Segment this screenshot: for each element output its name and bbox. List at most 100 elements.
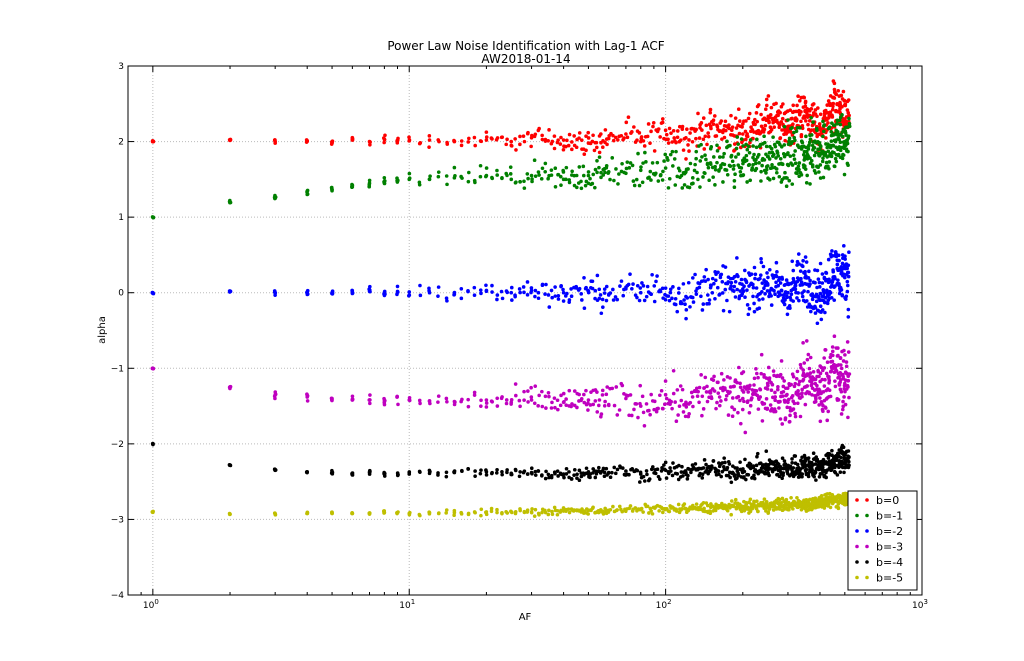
scatter-point xyxy=(845,108,850,112)
scatter-point xyxy=(639,135,644,139)
scatter-point xyxy=(717,146,722,150)
scatter-point xyxy=(428,401,432,406)
scatter-point xyxy=(522,139,527,144)
scatter-point xyxy=(641,510,645,514)
scatter-point xyxy=(700,155,704,159)
scatter-point xyxy=(588,176,592,181)
scatter-point xyxy=(762,140,767,145)
series-b=0 xyxy=(150,79,852,161)
scatter-point xyxy=(732,407,737,412)
scatter-point xyxy=(757,298,761,302)
scatter-point xyxy=(680,124,685,129)
scatter-point xyxy=(552,134,557,138)
scatter-point xyxy=(767,150,772,155)
legend-marker xyxy=(855,498,859,502)
scatter-point xyxy=(591,133,595,138)
scatter-point xyxy=(687,185,692,190)
scatter-point xyxy=(543,292,547,296)
scatter-point xyxy=(460,469,464,473)
scatter-point xyxy=(553,285,557,289)
scatter-point xyxy=(427,286,431,291)
scatter-point xyxy=(790,140,795,144)
data-point xyxy=(606,293,611,297)
y-axis-label: alpha xyxy=(97,316,108,344)
scatter-point xyxy=(701,137,706,142)
scatter-point xyxy=(836,346,840,350)
data-point xyxy=(228,289,232,294)
scatter-point xyxy=(826,257,831,262)
scatter-point xyxy=(785,392,789,397)
scatter-point xyxy=(533,469,538,474)
scatter-point xyxy=(781,102,785,106)
scatter-point xyxy=(766,365,771,370)
scatter-point xyxy=(710,290,715,295)
scatter-point xyxy=(847,395,851,400)
scatter-point xyxy=(784,278,789,282)
scatter-point xyxy=(784,498,788,503)
scatter-point xyxy=(651,465,655,469)
scatter-point xyxy=(581,164,586,169)
scatter-point xyxy=(597,465,601,470)
scatter-point xyxy=(645,284,650,289)
scatter-point xyxy=(771,369,776,373)
scatter-point xyxy=(305,189,310,193)
scatter-point xyxy=(604,466,609,471)
scatter-point xyxy=(526,389,530,393)
scatter-point xyxy=(613,295,618,299)
scatter-point xyxy=(588,403,593,407)
scatter-point xyxy=(752,265,757,270)
scatter-point xyxy=(701,407,706,411)
scatter-point xyxy=(736,410,740,415)
scatter-point xyxy=(521,285,526,289)
scatter-point xyxy=(819,365,824,370)
scatter-point xyxy=(817,140,822,145)
scatter-point xyxy=(780,496,785,501)
scatter-point xyxy=(682,298,686,302)
scatter-point xyxy=(780,162,785,166)
scatter-point xyxy=(738,385,743,390)
data-point xyxy=(831,101,835,106)
data-point xyxy=(818,298,822,303)
scatter-point xyxy=(495,404,500,408)
scatter-point xyxy=(741,161,745,166)
scatter-point xyxy=(642,144,647,148)
scatter-point xyxy=(729,512,733,517)
scatter-point xyxy=(459,139,464,143)
scatter-point xyxy=(696,111,700,116)
scatter-point xyxy=(776,283,781,288)
scatter-point xyxy=(744,280,749,285)
scatter-point xyxy=(559,284,563,288)
data-point xyxy=(350,185,355,189)
scatter-point xyxy=(764,167,769,172)
scatter-point xyxy=(844,294,849,299)
scatter-point xyxy=(832,96,837,100)
scatter-point xyxy=(562,475,566,480)
data-point xyxy=(305,395,310,399)
scatter-point xyxy=(555,469,560,473)
scatter-point xyxy=(785,386,790,390)
scatter-point xyxy=(418,283,422,288)
scatter-point xyxy=(662,159,666,163)
scatter-point xyxy=(830,359,835,364)
scatter-point xyxy=(699,373,703,377)
scatter-point xyxy=(599,412,604,416)
scatter-point xyxy=(601,466,606,471)
data-point xyxy=(843,381,847,386)
scatter-point xyxy=(648,412,652,417)
scatter-point xyxy=(761,264,766,269)
scatter-point xyxy=(839,389,844,394)
x-axis-label: AF xyxy=(519,612,532,623)
scatter-point xyxy=(595,273,600,278)
scatter-point xyxy=(760,419,765,423)
data-point xyxy=(151,290,155,295)
scatter-point xyxy=(830,448,834,453)
scatter-point xyxy=(818,419,823,424)
scatter-point xyxy=(530,177,534,181)
scatter-point xyxy=(395,180,400,184)
scatter-point xyxy=(830,249,834,253)
scatter-point xyxy=(696,177,700,182)
scatter-point xyxy=(770,166,774,170)
scatter-point xyxy=(572,467,577,472)
scatter-point xyxy=(407,171,412,176)
scatter-point xyxy=(579,292,584,296)
